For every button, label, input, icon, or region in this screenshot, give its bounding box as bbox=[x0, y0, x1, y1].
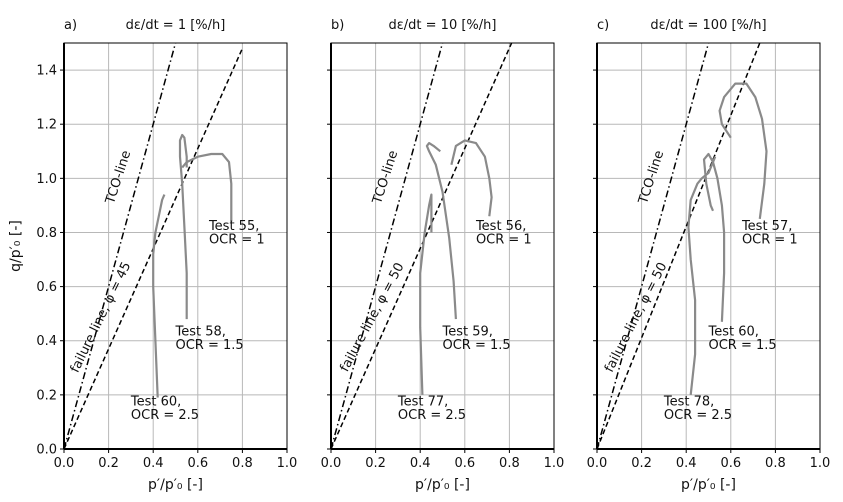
panel-1-annotation-1: TCO-line bbox=[103, 149, 135, 207]
panel-1-x-tick-label: 0.2 bbox=[98, 456, 119, 471]
panel-2-failure-line bbox=[330, 42, 513, 450]
panel-2-annotation-7: Test 77, bbox=[397, 395, 448, 410]
panel-2-x-tick-label: 0.8 bbox=[499, 456, 520, 471]
panel-3-series-2 bbox=[702, 152, 726, 322]
panel-2-x-tick-label: 0.6 bbox=[454, 456, 475, 471]
panel-3-annotation-6: OCR = 1.5 bbox=[709, 338, 777, 353]
panel-2-series-1 bbox=[450, 139, 493, 217]
panel-3-annotation-1: TCO-line bbox=[636, 149, 668, 207]
panel-3-annotation-4: OCR = 1 bbox=[742, 232, 798, 247]
panel-2-series-3 bbox=[419, 193, 433, 395]
panel-1-y-tick-label: 0.2 bbox=[36, 388, 57, 403]
panel-2-tco-line bbox=[330, 42, 444, 450]
panel-3-x-axis-label: p′/p′₀ [-] bbox=[681, 477, 736, 493]
panel-1-y-tick-label: 0.0 bbox=[36, 443, 57, 458]
panel-3-x-tick-label: 0.0 bbox=[587, 456, 608, 471]
panel-1-tco-line bbox=[63, 42, 177, 450]
panel-3-x-tick-label: 0.2 bbox=[631, 456, 652, 471]
panel-1-y-axis-label: q/p′₀ [-] bbox=[8, 220, 24, 272]
panel-2-x-tick-label: 0.4 bbox=[410, 456, 431, 471]
panel-1-y-tick-label: 0.8 bbox=[36, 226, 57, 241]
panel-1-series-2 bbox=[178, 133, 188, 320]
panel-2-annotation-8: OCR = 2.5 bbox=[398, 408, 466, 423]
panel-2-title: dε/dt = 10 [%/h] bbox=[389, 18, 497, 33]
panel-2-annotation-3: Test 56, bbox=[475, 219, 526, 234]
panel-2-panel-label: b) bbox=[331, 18, 344, 33]
panel-3-series-1 bbox=[718, 82, 768, 220]
panel-1-x-tick-label: 0.0 bbox=[54, 456, 75, 471]
panel-1-y-tick-label: 1.0 bbox=[36, 172, 57, 187]
panel-1-annotation-4: OCR = 1 bbox=[209, 232, 265, 247]
panel-3-annotation-7: Test 78, bbox=[663, 395, 714, 410]
panel-1-series-1 bbox=[181, 152, 233, 222]
panel-1-y-tick-label: 1.4 bbox=[36, 64, 57, 79]
panel-2-x-tick-label: 0.2 bbox=[365, 456, 386, 471]
panel-1-panel-label: a) bbox=[64, 18, 77, 33]
panel-2-annotation-1: TCO-line bbox=[370, 149, 402, 207]
panel-3-failure-line bbox=[596, 42, 761, 450]
panel-1-x-tick-label: 0.4 bbox=[143, 456, 164, 471]
panel-3-annotation-2: failure line, φ = 50 bbox=[602, 260, 670, 375]
panel-2-series-2 bbox=[425, 142, 457, 320]
panel-1-series-3 bbox=[152, 194, 166, 398]
panel-2-x-tick-label: 1.0 bbox=[544, 456, 565, 471]
panel-1-y-tick-label: 1.2 bbox=[36, 118, 57, 133]
panel-3-annotation-3: Test 57, bbox=[741, 219, 792, 234]
panel-1-x-axis-label: p′/p′₀ [-] bbox=[148, 477, 203, 493]
panel-1-y-tick-label: 0.4 bbox=[36, 334, 57, 349]
panel-2-annotation-6: OCR = 1.5 bbox=[443, 338, 511, 353]
panel-3-x-tick-label: 0.8 bbox=[765, 456, 786, 471]
panel-3-annotation-8: OCR = 2.5 bbox=[664, 408, 732, 423]
panel-3-x-tick-label: 1.0 bbox=[810, 456, 831, 471]
panel-3-x-tick-label: 0.6 bbox=[720, 456, 741, 471]
panel-1-annotation-6: OCR = 1.5 bbox=[176, 338, 244, 353]
panel-2-x-axis-label: p′/p′₀ [-] bbox=[415, 477, 470, 493]
panel-1-x-tick-label: 1.0 bbox=[277, 456, 298, 471]
panel-1-y-tick-label: 0.6 bbox=[36, 280, 57, 295]
panel-3-panel-label: c) bbox=[597, 18, 609, 33]
panel-1-title: dε/dt = 1 [%/h] bbox=[126, 18, 226, 33]
panel-3-title: dε/dt = 100 [%/h] bbox=[650, 18, 766, 33]
panel-1-annotation-7: Test 60, bbox=[130, 395, 181, 410]
panel-1-x-tick-label: 0.6 bbox=[187, 456, 208, 471]
panel-2-annotation-4: OCR = 1 bbox=[476, 232, 532, 247]
panel-2-annotation-5: Test 59, bbox=[442, 324, 493, 339]
panel-3-x-tick-label: 0.4 bbox=[676, 456, 697, 471]
panel-1-annotation-2: failure line, φ = 45 bbox=[68, 260, 135, 376]
panel-3-tco-line bbox=[596, 42, 710, 450]
panel-1-annotation-5: Test 58, bbox=[175, 324, 226, 339]
panel-3-annotation-5: Test 60, bbox=[708, 324, 759, 339]
panel-1-annotation-3: Test 55, bbox=[208, 219, 259, 234]
panel-2-x-tick-label: 0.0 bbox=[321, 456, 342, 471]
panel-1-x-tick-label: 0.8 bbox=[232, 456, 253, 471]
panel-3-series-3 bbox=[687, 156, 717, 396]
panel-1-annotation-8: OCR = 2.5 bbox=[131, 408, 199, 423]
